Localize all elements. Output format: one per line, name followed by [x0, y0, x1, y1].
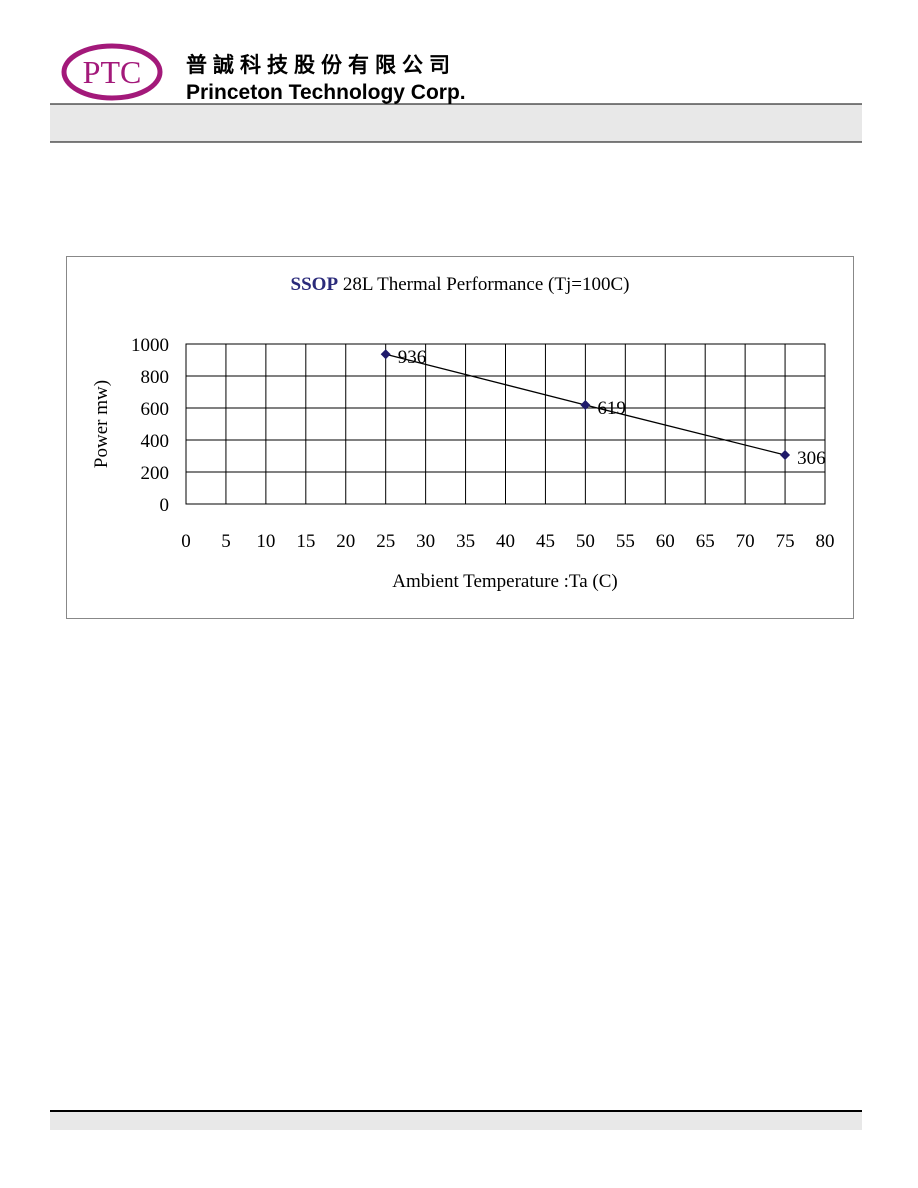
data-point	[580, 399, 591, 410]
x-axis-label: Ambient Temperature :Ta (C)	[392, 571, 617, 592]
plot: 0 200 400 600 800 1000 0 5 10 15 20 25 30 35 40 45 50 55 6…	[131, 335, 835, 552]
y-tick-label: 400	[141, 431, 170, 452]
x-tick-label: 40	[496, 531, 515, 552]
x-tick-label: 10	[256, 531, 275, 552]
x-tick-label: 0	[181, 531, 191, 552]
chart-title-prefix: SSOP	[291, 274, 339, 295]
x-tick-label: 50	[576, 531, 595, 552]
data-point	[780, 450, 791, 461]
logo: PTC	[83, 54, 142, 90]
y-tick-label: 1000	[131, 335, 169, 356]
x-tick-label: 70	[736, 531, 755, 552]
logo-ring	[61, 43, 163, 101]
x-tick-label: 20	[336, 531, 355, 552]
data-point	[380, 349, 391, 360]
x-tick-label: 5	[221, 531, 231, 552]
x-tick-label: 55	[616, 531, 635, 552]
y-tick-label: 0	[160, 495, 170, 516]
chart-title-rest: 28L Thermal Performance (Tj=100C)	[343, 274, 630, 295]
data-label: 306	[797, 448, 826, 469]
x-tick-label: 65	[696, 531, 715, 552]
x-tick-label: 45	[536, 531, 555, 552]
x-tick-label: 15	[296, 531, 315, 552]
x-tick-label: 25	[376, 531, 395, 552]
chart-title: SSOP 28L Thermal Performance (Tj=100C)	[291, 274, 630, 295]
data-label: 619	[597, 398, 626, 419]
x-tick-label: 60	[656, 531, 675, 552]
footer-band	[50, 1112, 862, 1130]
y-tick-label: 200	[141, 463, 170, 484]
y-tick-label: 800	[141, 367, 170, 388]
y-axis-label: Power mw)	[91, 380, 112, 468]
company-cn: 普誠科技股份有限公司	[186, 53, 456, 77]
y-tick-label: 600	[141, 399, 170, 420]
company-en: Princeton Technology Corp.	[186, 81, 466, 104]
x-tick-label: 75	[776, 531, 795, 552]
x-tick-label: 80	[816, 531, 835, 552]
x-tick-label: 30	[416, 531, 435, 552]
header-band	[50, 104, 862, 142]
x-tick-label: 35	[456, 531, 475, 552]
data-label: 936	[398, 347, 427, 368]
